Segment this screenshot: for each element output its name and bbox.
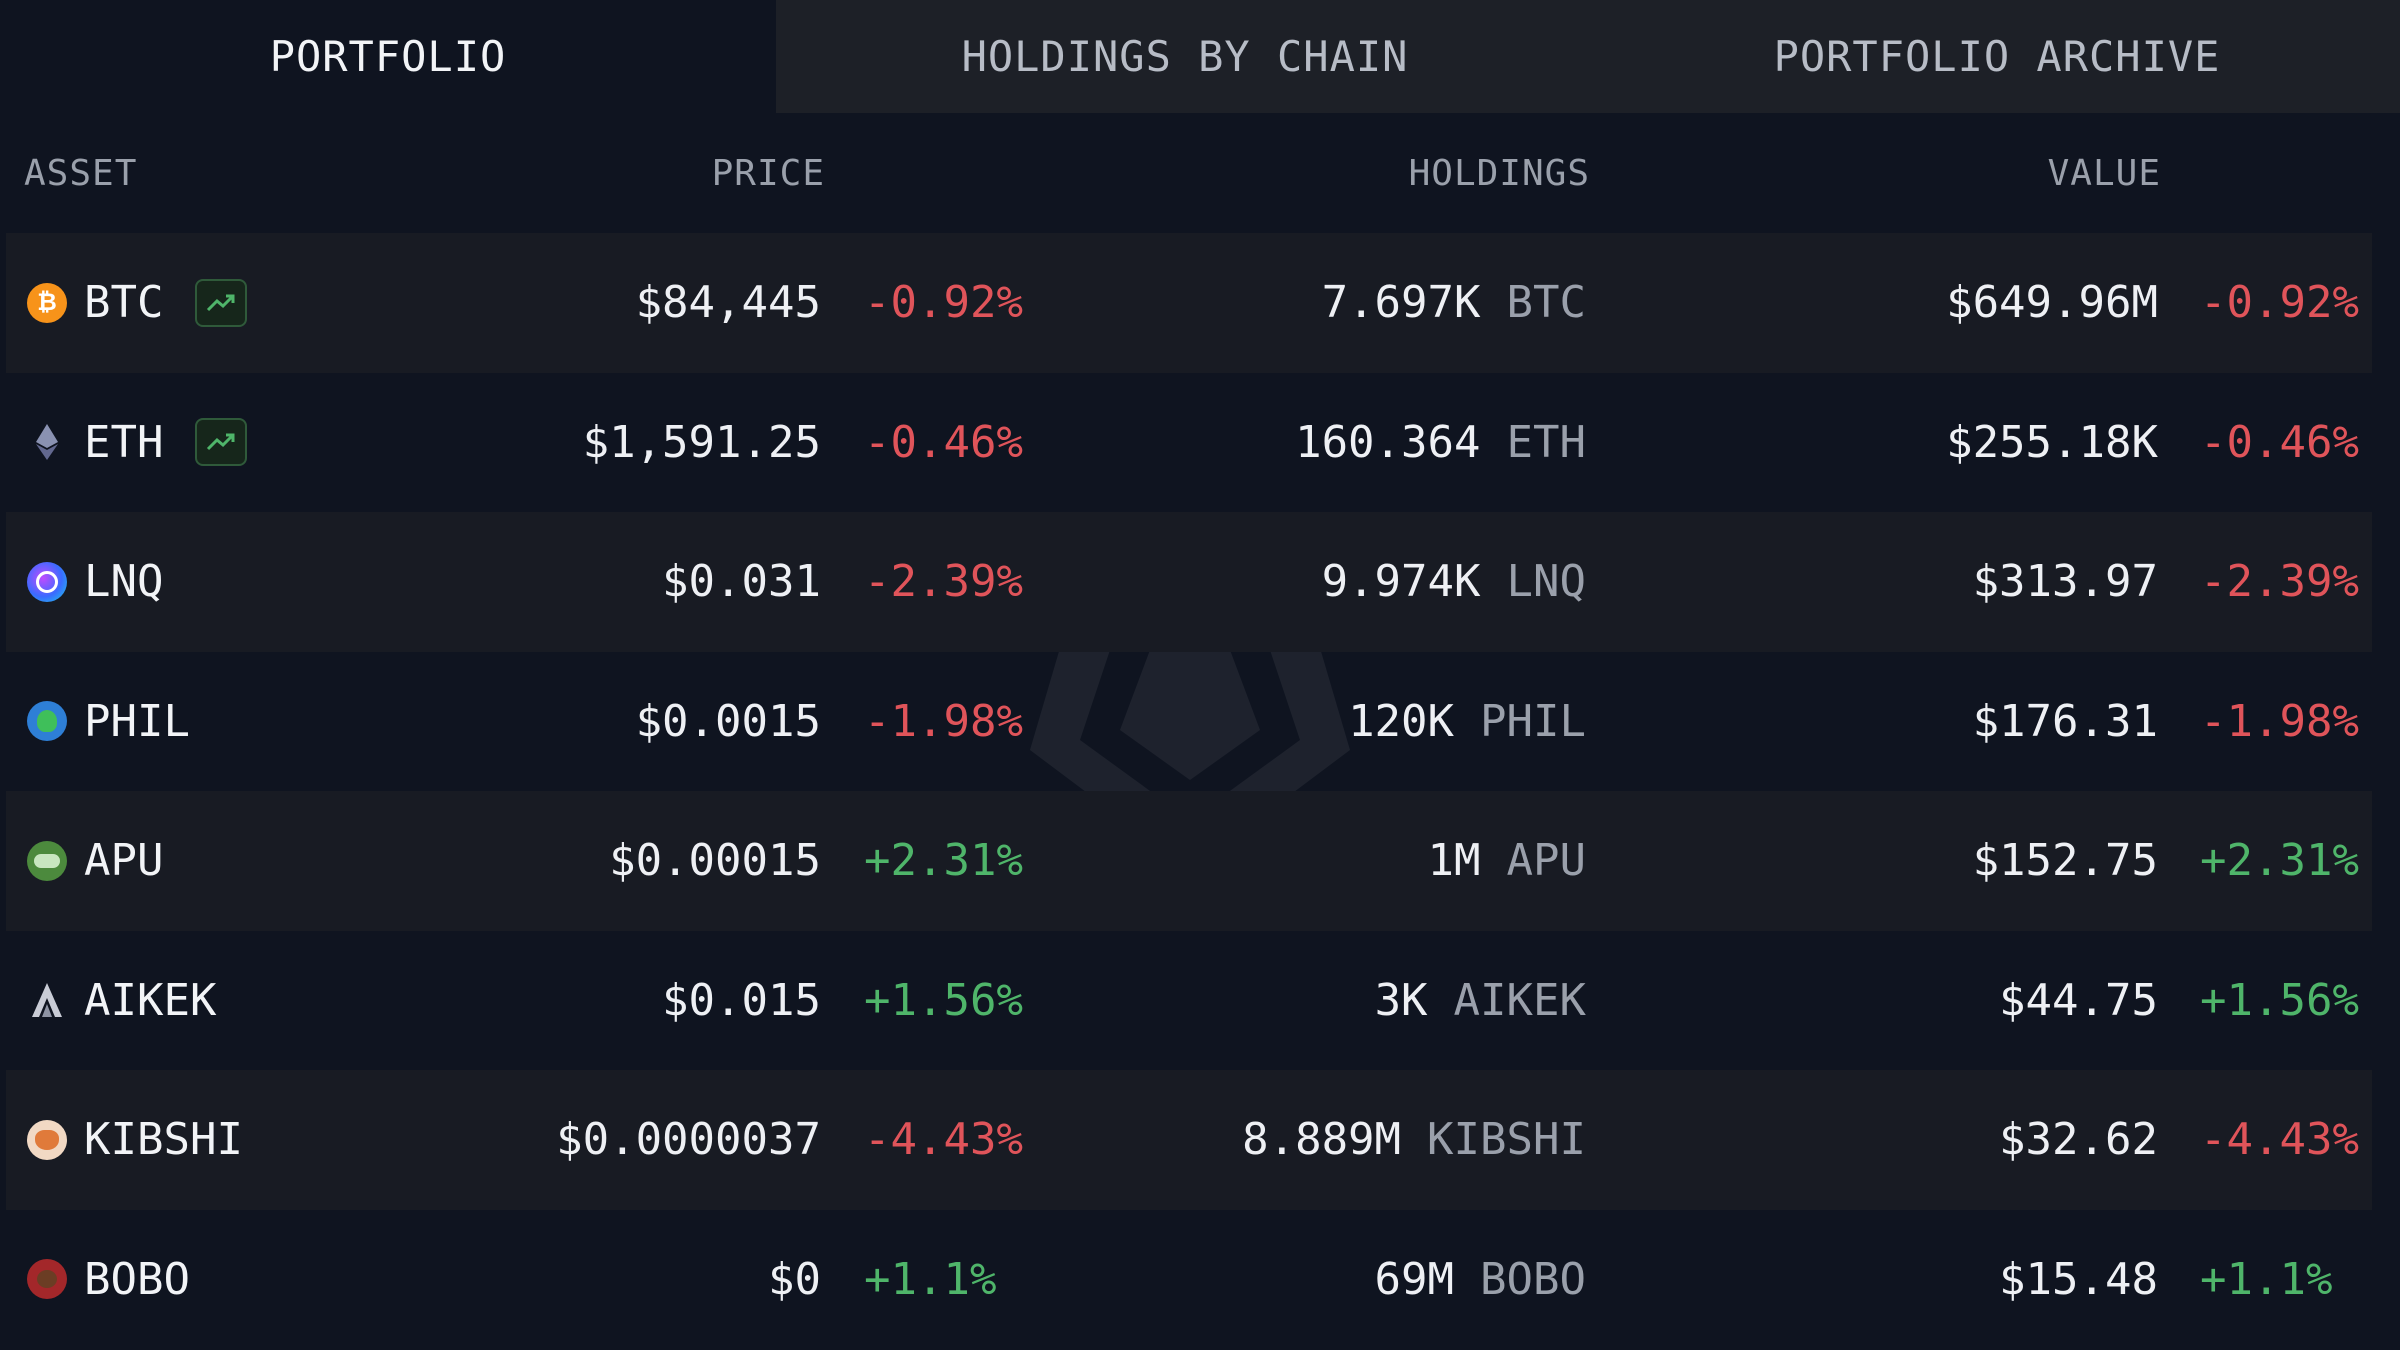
value-change: +1.56% [2200,974,2359,1026]
kibshi-icon [26,1070,68,1210]
holdings-symbol: BTC [1506,277,1586,329]
holdings-amount: 9.974K [1321,556,1481,608]
value-change: -0.92% [2200,277,2359,329]
asset-price: $1,591.25 [582,416,821,468]
value-change: -1.98% [2200,695,2359,747]
lnq-icon [26,512,68,652]
aikek-icon [26,931,68,1071]
holdings-amount: 3K [1374,974,1428,1026]
asset-value: $176.31 [1972,695,2158,747]
price-change: +1.56% [864,974,1023,1026]
asset-symbol: PHIL [84,695,190,747]
price-change: -4.43% [864,1114,1023,1166]
holdings: 3K AIKEK [1375,931,1586,1071]
asset-price: $0.015 [662,974,821,1026]
asset-price: $0.0015 [635,695,821,747]
holdings: 9.974K LNQ [1322,512,1586,652]
tab-portfolio-archive[interactable]: PORTFOLIO ARCHIVE [1594,0,2400,113]
table-row[interactable]: ETH $1,591.25 -0.46% 160.364 ETH $255.18… [6,373,2372,513]
asset-price: $0.00015 [609,835,821,887]
table-row[interactable]: PHIL $0.0015 -1.98% 120K PHIL $176.31 -1… [6,652,2372,792]
tab-holdings-by-chain[interactable]: HOLDINGS BY CHAIN [776,0,1594,113]
holdings-symbol: AIKEK [1453,974,1586,1026]
asset-value: $255.18K [1946,416,2158,468]
ethereum-icon [26,373,68,513]
asset-symbol: BOBO [84,1253,190,1305]
holdings: 69M BOBO [1375,1210,1586,1350]
holdings-symbol: PHIL [1480,695,1586,747]
value-change: -2.39% [2200,556,2359,608]
asset-value: $152.75 [1972,835,2158,887]
asset-value: $649.96M [1946,277,2158,329]
tab-bar: PORTFOLIO HOLDINGS BY CHAIN PORTFOLIO AR… [0,0,2400,113]
value-change: +2.31% [2200,835,2359,887]
trend-button[interactable] [195,233,247,373]
asset-symbol: APU [84,835,164,887]
value-change: -4.43% [2200,1114,2359,1166]
value-change: -0.46% [2200,416,2359,468]
asset-value: $313.97 [1972,556,2158,608]
phil-icon [26,652,68,792]
asset-price: $0.0000037 [556,1114,821,1166]
asset-symbol: LNQ [84,556,164,608]
tab-portfolio[interactable]: PORTFOLIO [0,0,776,113]
trending-up-icon [195,418,247,467]
holdings-symbol: LNQ [1506,556,1586,608]
price-change: -1.98% [864,695,1023,747]
table-row[interactable]: APU $0.00015 +2.31% 1M APU $152.75 +2.31… [6,791,2372,931]
asset-price: $0 [768,1253,821,1305]
asset-symbol: KIBSHI [84,1114,243,1166]
holdings-symbol: KIBSHI [1427,1114,1586,1166]
holdings-amount: 69M [1374,1253,1455,1305]
column-header-value[interactable]: VALUE [2047,152,2161,194]
holdings-amount: 8.889M [1242,1114,1402,1166]
holdings: 8.889M KIBSHI [1242,1070,1586,1210]
asset-value: $15.48 [1999,1253,2158,1305]
holdings-symbol: BOBO [1480,1253,1586,1305]
asset-symbol: AIKEK [84,974,217,1026]
asset-value: $44.75 [1999,974,2158,1026]
asset-price: $0.031 [662,556,821,608]
holdings: 160.364 ETH [1295,373,1586,513]
holdings-amount: 120K [1348,695,1455,747]
asset-value: $32.62 [1999,1114,2158,1166]
bitcoin-icon: ₿ [26,233,68,373]
price-change: -0.46% [864,416,1023,468]
holdings-amount: 160.364 [1295,416,1481,468]
table-header: ASSET PRICE HOLDINGS VALUE [0,113,2400,233]
column-header-asset[interactable]: ASSET [24,152,138,194]
column-header-holdings[interactable]: HOLDINGS [1408,152,1590,194]
holdings-symbol: APU [1506,835,1586,887]
holdings-symbol: ETH [1506,416,1586,468]
holdings-amount: 7.697K [1321,277,1481,329]
table-row[interactable]: KIBSHI $0.0000037 -4.43% 8.889M KIBSHI $… [6,1070,2372,1210]
price-change: -0.92% [864,277,1023,329]
asset-symbol: ETH [84,416,164,468]
table-row[interactable]: LNQ $0.031 -2.39% 9.974K LNQ $313.97 -2.… [6,512,2372,652]
holdings: 7.697K BTC [1322,233,1586,373]
asset-price: $84,445 [635,277,821,329]
asset-symbol: BTC [84,277,164,329]
value-change: +1.1% [2200,1253,2333,1305]
table-row[interactable]: ₿ BTC $84,445 -0.92% 7.697K BTC $649.96M… [6,233,2372,373]
price-change: +1.1% [864,1253,997,1305]
holdings: 1M APU [1428,791,1586,931]
price-change: +2.31% [864,835,1023,887]
price-change: -2.39% [864,556,1023,608]
column-header-price[interactable]: PRICE [711,152,825,194]
trend-button[interactable] [195,373,247,513]
table-row[interactable]: AIKEK $0.015 +1.56% 3K AIKEK $44.75 +1.5… [6,931,2372,1071]
table-row[interactable]: BOBO $0 +1.1% 69M BOBO $15.48 +1.1% [6,1210,2372,1350]
portfolio-table: ₿ BTC $84,445 -0.92% 7.697K BTC $649.96M… [6,233,2372,1349]
holdings-amount: 1M [1427,835,1481,887]
apu-icon [26,791,68,931]
bobo-icon [26,1210,68,1350]
trending-up-icon [195,278,247,327]
holdings: 120K PHIL [1348,652,1586,792]
